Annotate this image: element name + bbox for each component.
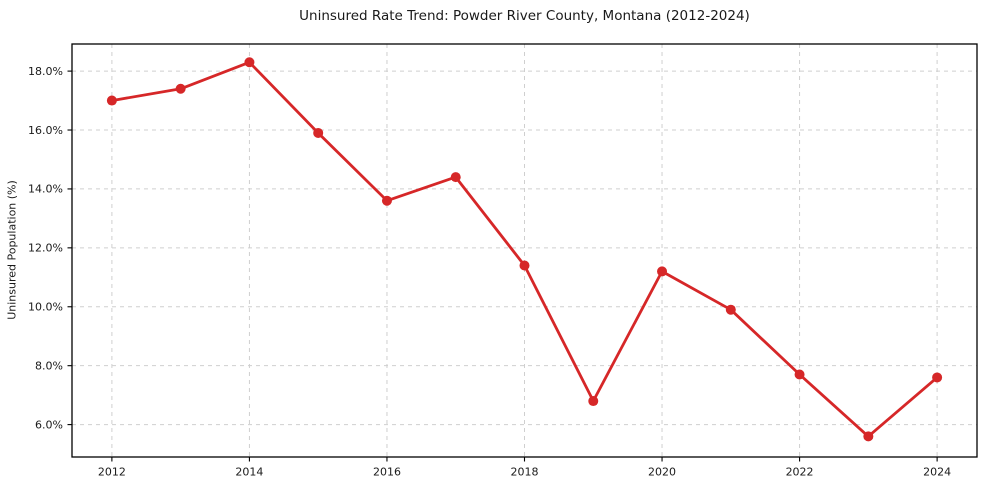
data-point-2016 [381, 195, 392, 206]
data-point-2017 [450, 172, 461, 183]
data-point-2014 [244, 57, 255, 68]
y-tick-label: 8.0% [35, 359, 63, 372]
data-point-2013 [175, 83, 186, 94]
x-tick-label: 2016 [373, 466, 401, 479]
data-point-2022 [794, 369, 805, 380]
x-tick-label: 2024 [923, 466, 951, 479]
data-point-2015 [313, 127, 324, 138]
data-point-2012 [106, 95, 117, 106]
data-point-2024 [932, 372, 943, 383]
data-point-2023 [863, 431, 874, 442]
data-point-2020 [657, 266, 668, 277]
y-tick-label: 14.0% [28, 183, 63, 196]
y-tick-label: 10.0% [28, 301, 63, 314]
x-tick-label: 2018 [511, 466, 539, 479]
x-tick-label: 2014 [235, 466, 263, 479]
plot-frame [71, 43, 978, 458]
x-tick-label: 2012 [98, 466, 126, 479]
y-tick-label: 16.0% [28, 124, 63, 137]
y-tick-label: 12.0% [28, 242, 63, 255]
y-tick-label: 18.0% [28, 65, 63, 78]
y-tick-label: 6.0% [35, 418, 63, 431]
x-tick-label: 2022 [786, 466, 814, 479]
data-point-2021 [725, 304, 736, 315]
x-tick-label: 2020 [648, 466, 676, 479]
chart-title: Uninsured Rate Trend: Powder River Count… [299, 8, 750, 24]
data-point-2019 [588, 396, 599, 407]
data-point-2018 [519, 260, 530, 271]
